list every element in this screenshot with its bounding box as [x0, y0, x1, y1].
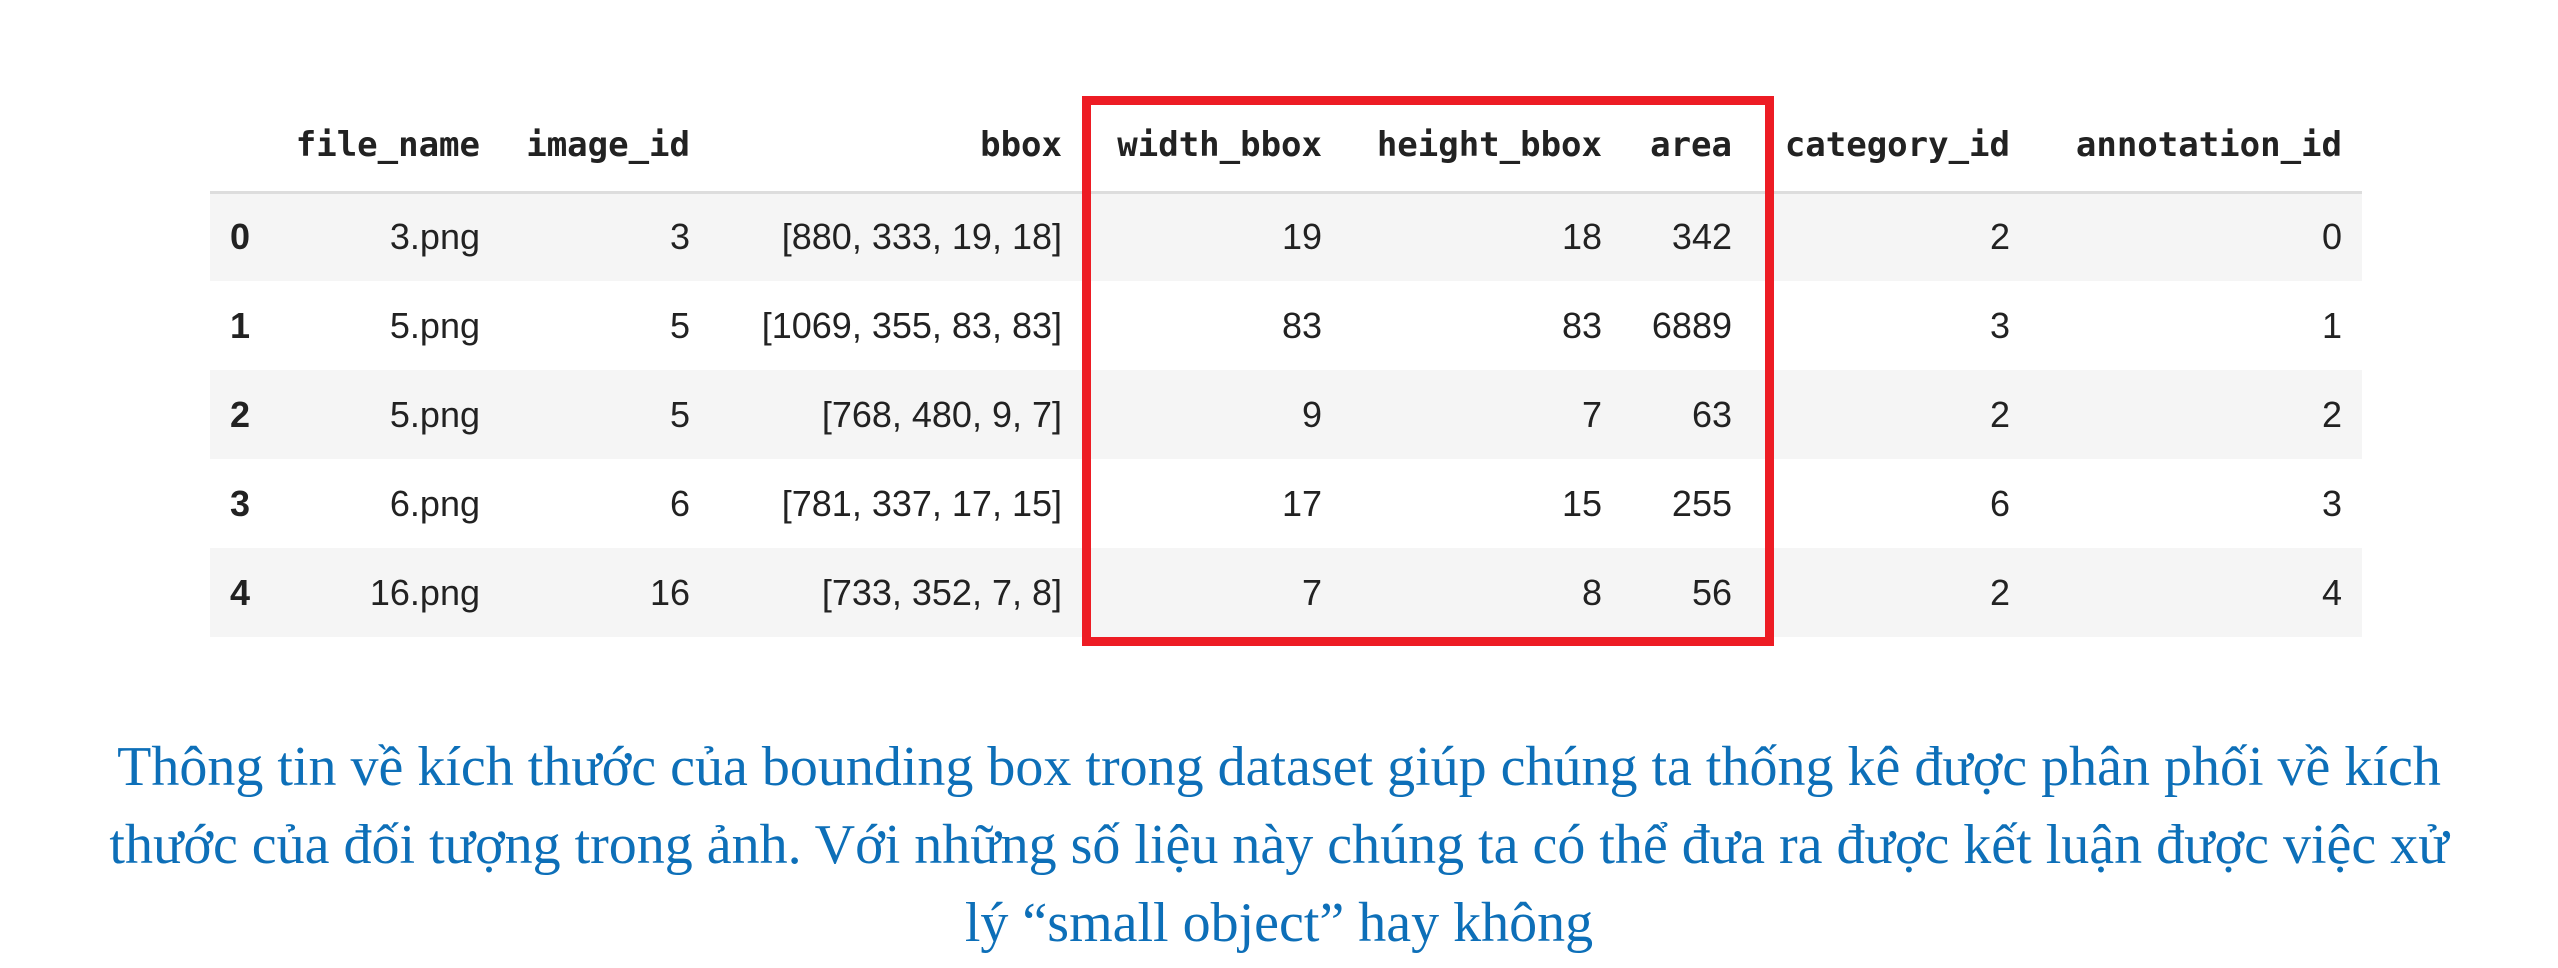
dataframe-table-container: file_name image_id bbox width_bbox heigh… — [210, 100, 2362, 637]
cell-file-name: 6.png — [389, 482, 480, 524]
cell-area: 6889 — [1651, 304, 1732, 346]
header-annotation-id: annotation_id — [2030, 100, 2362, 194]
table-row: 2 5.png 5 [768, 480, 9, 7] 9 7 63 2 2 — [210, 370, 2362, 459]
caption-text: Thông tin về kích thước của bounding box… — [0, 728, 2558, 962]
cell-category-id: 2 — [1989, 216, 2010, 258]
table-body: 0 3.png 3 [880, 333, 19, 18] 19 18 342 2… — [210, 192, 2362, 637]
header-bbox: bbox — [710, 100, 1082, 194]
caption-line: thước của đối tượng trong ảnh. Với những… — [109, 814, 2449, 876]
cell-bbox: [733, 352, 7, 8] — [821, 571, 1062, 613]
header-category-id: category_id — [1752, 100, 2030, 194]
cell-bbox: [880, 333, 19, 18] — [781, 216, 1062, 258]
table-row: 0 3.png 3 [880, 333, 19, 18] 19 18 342 2… — [210, 192, 2362, 281]
cell-area: 56 — [1691, 571, 1732, 613]
cell-file-name: 5.png — [389, 304, 480, 346]
cell-image-id: 5 — [669, 304, 690, 346]
cell-area: 63 — [1691, 393, 1732, 435]
table-row: 3 6.png 6 [781, 337, 17, 15] 17 15 255 6… — [210, 459, 2362, 548]
table-header: file_name image_id bbox width_bbox heigh… — [210, 100, 2362, 194]
caption-line: lý “small object” hay không — [964, 892, 1594, 954]
cell-file-name: 3.png — [389, 216, 480, 258]
cell-width-bbox: 7 — [1301, 571, 1322, 613]
cell-bbox: [1069, 355, 83, 83] — [761, 304, 1062, 346]
table-row: 4 16.png 16 [733, 352, 7, 8] 7 8 56 2 4 — [210, 548, 2362, 637]
cell-image-id: 16 — [649, 571, 690, 613]
header-image-id: image_id — [500, 100, 710, 194]
header-row: file_name image_id bbox width_bbox heigh… — [210, 100, 2362, 194]
header-height-bbox: height_bbox — [1342, 100, 1622, 194]
row-index: 3 — [230, 482, 251, 524]
cell-file-name: 5.png — [389, 393, 480, 435]
caption-line: Thông tin về kích thước của bounding box… — [117, 736, 2441, 798]
cell-annotation-id: 3 — [2321, 482, 2342, 524]
cell-area: 342 — [1671, 216, 1732, 258]
cell-bbox: [781, 337, 17, 15] — [781, 482, 1062, 524]
row-index: 4 — [230, 571, 251, 613]
cell-area: 255 — [1671, 482, 1732, 524]
cell-height-bbox: 8 — [1581, 571, 1602, 613]
header-file-name: file_name — [280, 100, 500, 194]
cell-image-id: 6 — [669, 482, 690, 524]
header-index — [210, 100, 280, 194]
cell-bbox: [768, 480, 9, 7] — [821, 393, 1062, 435]
cell-width-bbox: 17 — [1281, 482, 1322, 524]
row-index: 1 — [230, 304, 251, 346]
cell-file-name: 16.png — [369, 571, 480, 613]
cell-annotation-id: 2 — [2321, 393, 2342, 435]
row-index: 2 — [230, 393, 251, 435]
cell-category-id: 3 — [1989, 304, 2010, 346]
cell-annotation-id: 1 — [2321, 304, 2342, 346]
cell-width-bbox: 83 — [1281, 304, 1322, 346]
cell-annotation-id: 0 — [2321, 216, 2342, 258]
table-row: 1 5.png 5 [1069, 355, 83, 83] 83 83 6889… — [210, 281, 2362, 370]
cell-category-id: 2 — [1989, 393, 2010, 435]
cell-height-bbox: 15 — [1561, 482, 1602, 524]
cell-image-id: 3 — [669, 216, 690, 258]
cell-height-bbox: 7 — [1581, 393, 1602, 435]
cell-category-id: 6 — [1989, 482, 2010, 524]
row-index: 0 — [230, 216, 251, 258]
cell-category-id: 2 — [1989, 571, 2010, 613]
cell-height-bbox: 83 — [1561, 304, 1602, 346]
cell-width-bbox: 9 — [1301, 393, 1322, 435]
cell-image-id: 5 — [669, 393, 690, 435]
header-width-bbox: width_bbox — [1082, 100, 1342, 194]
cell-height-bbox: 18 — [1561, 216, 1602, 258]
cell-annotation-id: 4 — [2321, 571, 2342, 613]
cell-width-bbox: 19 — [1281, 216, 1322, 258]
dataframe-table: file_name image_id bbox width_bbox heigh… — [210, 100, 2362, 637]
header-area: area — [1622, 100, 1752, 194]
